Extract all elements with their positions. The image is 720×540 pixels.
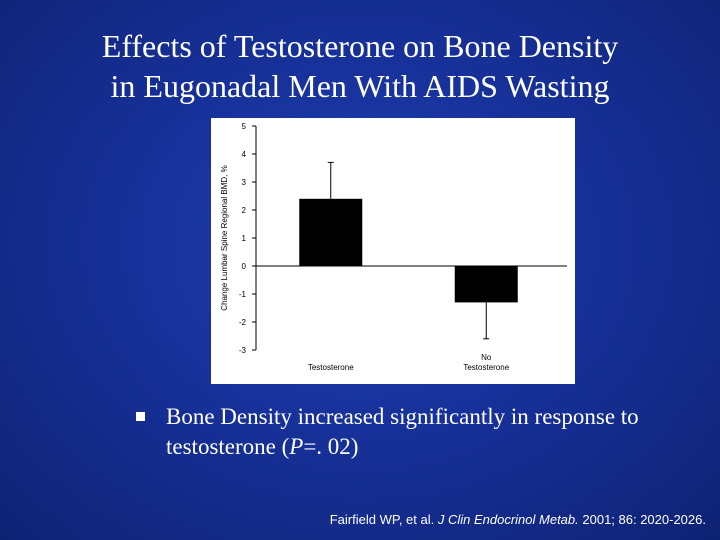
bullet-square-icon (136, 412, 145, 421)
citation: Fairfield WP, et al. J Clin Endocrinol M… (330, 512, 706, 527)
bullet-text: Bone Density increased significantly in … (166, 402, 706, 462)
bullet-text-p-symbol: P (289, 434, 304, 459)
citation-authors: Fairfield WP, et al. (329, 512, 438, 527)
y-axis-label: Change Lumbar Spine Regional BMD, % (220, 165, 229, 310)
y-tick-label: 3 (242, 178, 247, 187)
y-tick-label: -1 (239, 290, 247, 299)
y-tick-label: 4 (242, 150, 247, 159)
bar-2 (454, 266, 518, 303)
y-tick-label: 0 (242, 262, 247, 271)
slide-title-line-1: Effects of Testosterone on Bone Density (101, 28, 619, 64)
y-tick-label: 5 (242, 122, 247, 131)
citation-details: 2001; 86: 2020-2026. (578, 512, 706, 527)
x-category-label: No (481, 353, 492, 362)
bar-chart-panel: -3 -2 -1 0 1 2 3 4 5 Change Lumbar Spine Regional… (211, 118, 575, 384)
bar-1 (299, 198, 363, 266)
bullet-text-p-value: =. 02) (303, 434, 359, 459)
slide-title-line-2: in Eugonadal Men With AIDS Wasting (110, 68, 610, 104)
slide-title: Effects of Testosterone on Bone Density … (0, 26, 720, 106)
x-category-label: Testosterone (463, 363, 509, 372)
bar-chart: -3 -2 -1 0 1 2 3 4 5 Change Lumbar Spine Regional… (220, 122, 567, 372)
y-tick-label: -3 (239, 346, 247, 355)
citation-journal: J Clin Endocrinol Metab. (437, 512, 579, 527)
y-tick-label: -2 (239, 318, 247, 327)
y-tick-label: 1 (242, 234, 247, 243)
bullet-text-main: Bone Density increased significantly in … (166, 404, 639, 459)
x-category-label: Testosterone (308, 363, 354, 372)
y-tick-label: 2 (242, 206, 247, 215)
